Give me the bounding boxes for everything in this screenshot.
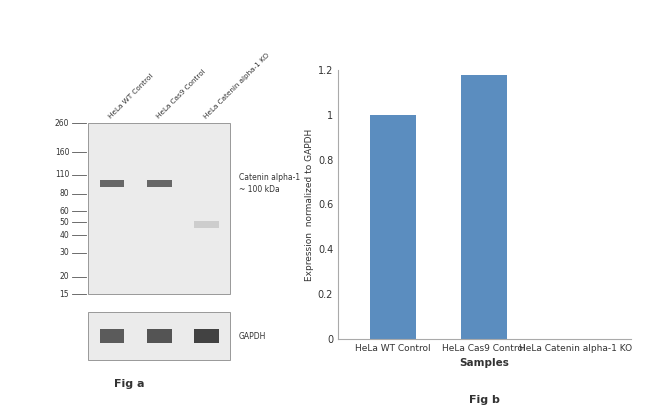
Text: 60: 60 bbox=[60, 207, 70, 216]
Text: 260: 260 bbox=[55, 119, 70, 128]
Text: 15: 15 bbox=[60, 290, 70, 299]
Text: HeLa Cas9 Control: HeLa Cas9 Control bbox=[155, 69, 207, 120]
Bar bbox=[147, 180, 172, 188]
Text: 160: 160 bbox=[55, 148, 70, 157]
Text: 110: 110 bbox=[55, 171, 70, 179]
Bar bbox=[88, 123, 230, 294]
Text: 30: 30 bbox=[60, 248, 70, 257]
Text: GAPDH: GAPDH bbox=[239, 332, 266, 340]
Text: 80: 80 bbox=[60, 190, 70, 199]
Bar bbox=[370, 115, 416, 339]
Y-axis label: Expression  normalized to GAPDH: Expression normalized to GAPDH bbox=[305, 128, 313, 280]
Bar bbox=[194, 221, 219, 228]
X-axis label: Samples: Samples bbox=[460, 358, 509, 368]
Text: HeLa WT Control: HeLa WT Control bbox=[108, 73, 155, 120]
Bar bbox=[462, 75, 507, 339]
Text: Fig a: Fig a bbox=[114, 379, 144, 389]
Text: HeLa Catenin alpha-1 KO: HeLa Catenin alpha-1 KO bbox=[202, 52, 270, 120]
Text: 40: 40 bbox=[60, 231, 70, 240]
Text: 50: 50 bbox=[60, 218, 70, 227]
Text: Fig b: Fig b bbox=[469, 395, 500, 405]
Bar bbox=[194, 329, 219, 343]
Text: Catenin alpha-1
~ 100 kDa: Catenin alpha-1 ~ 100 kDa bbox=[239, 173, 300, 194]
Bar bbox=[147, 329, 172, 343]
Bar bbox=[88, 312, 230, 360]
Text: 20: 20 bbox=[60, 273, 70, 282]
Bar bbox=[99, 180, 124, 188]
Bar bbox=[99, 329, 124, 343]
